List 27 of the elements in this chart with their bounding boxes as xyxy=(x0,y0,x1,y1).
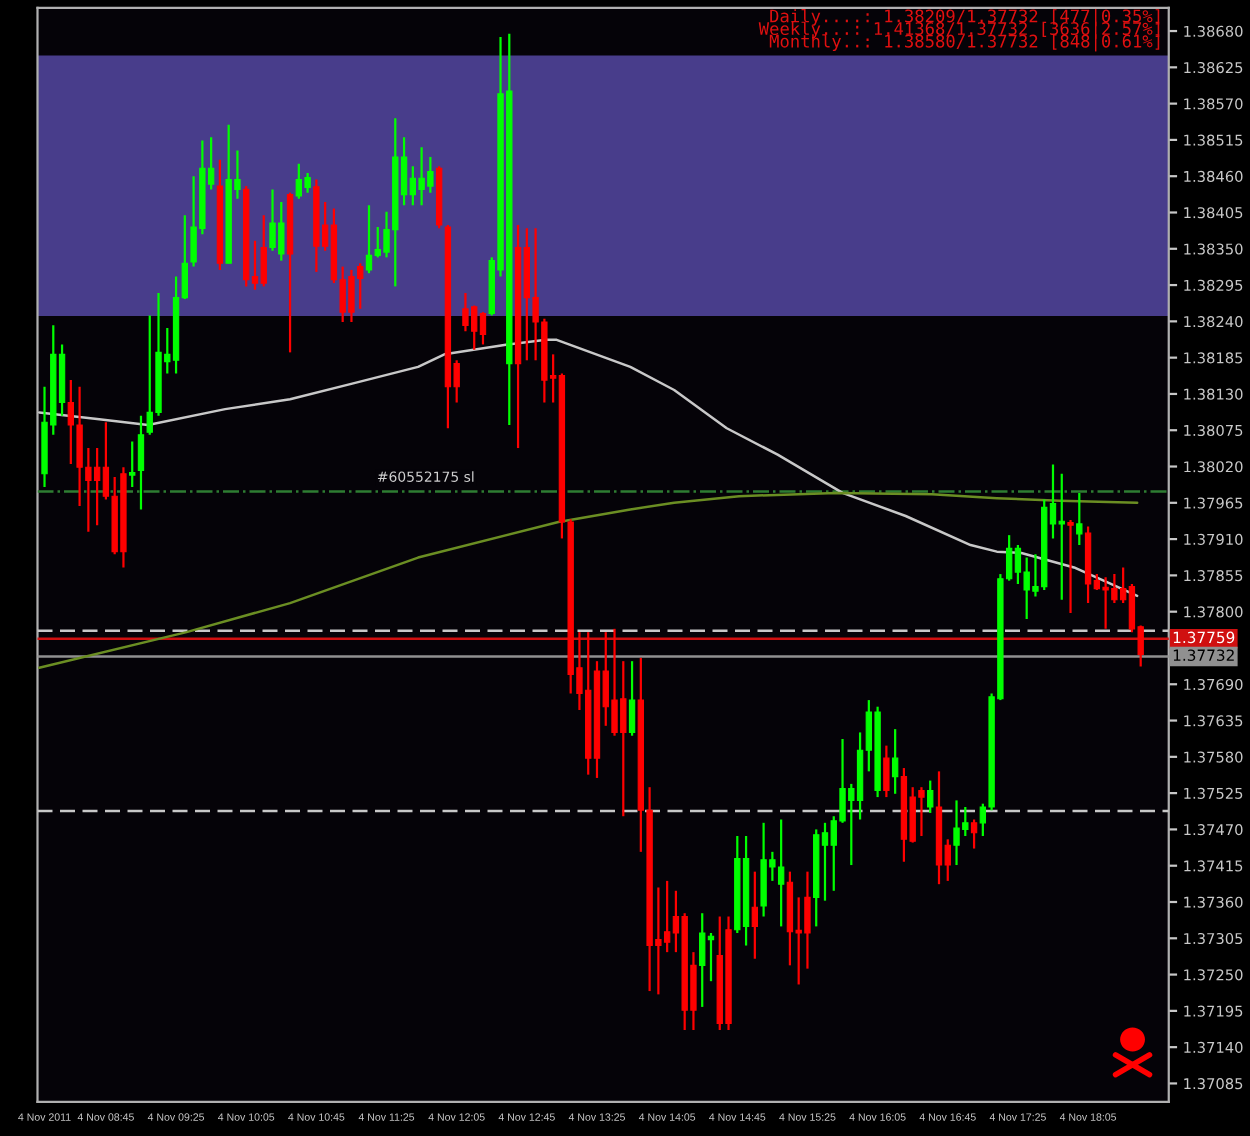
candlestick xyxy=(1076,491,1083,547)
candlestick xyxy=(129,440,136,489)
candlestick xyxy=(295,162,303,200)
candlestick xyxy=(304,171,311,194)
candlestick xyxy=(93,446,101,527)
candlestick xyxy=(927,779,934,815)
candlestick xyxy=(365,204,373,275)
candlestick xyxy=(462,291,469,333)
candlestick xyxy=(479,311,487,346)
candlestick xyxy=(751,870,759,960)
line-series xyxy=(38,338,1139,598)
candlestick xyxy=(891,728,899,795)
candlestick xyxy=(699,912,706,1009)
candlestick xyxy=(137,414,145,511)
candlestick xyxy=(663,879,671,954)
candlestick xyxy=(883,744,890,799)
candlestick xyxy=(1058,472,1065,601)
candlestick xyxy=(628,660,636,737)
candlestick xyxy=(970,818,978,850)
candlestick xyxy=(1014,543,1022,586)
candlestick xyxy=(777,818,785,928)
annotation: Monthly..: 1.38580/1.37732 [848|0.61%] xyxy=(769,34,1160,52)
candlestick xyxy=(821,821,829,902)
candlestick xyxy=(1067,518,1074,615)
candlestick xyxy=(260,214,267,288)
line-series xyxy=(38,491,1139,670)
candlestick xyxy=(67,378,75,465)
